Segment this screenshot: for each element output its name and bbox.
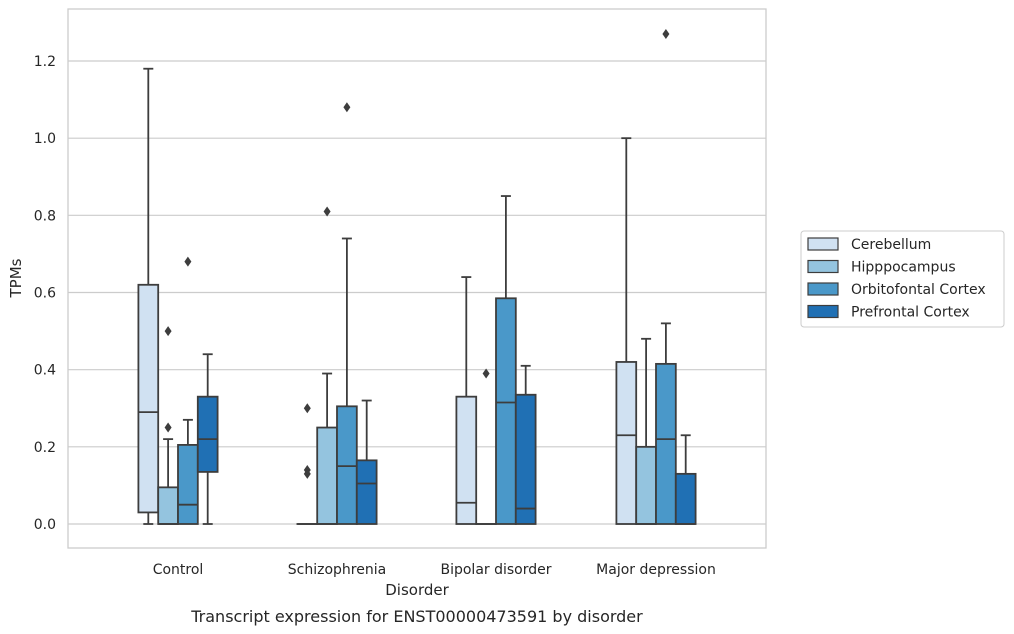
box-body <box>655 362 677 525</box>
box-body <box>157 486 179 525</box>
outlier-point <box>482 368 490 379</box>
plot-frame <box>67 8 767 549</box>
box-0-0 <box>137 67 160 525</box>
box-body <box>514 393 537 525</box>
box-body <box>674 472 697 525</box>
outlier-point <box>303 403 311 414</box>
legend-swatch <box>807 259 839 274</box>
box-0-2 <box>455 276 478 525</box>
legend-swatch <box>807 304 839 319</box>
box-body <box>137 283 160 514</box>
y-tick-labels: 0.0 0.2 0.4 0.6 0.8 1.0 1.2 <box>34 54 56 533</box>
x-axis-label: Disorder <box>385 581 449 599</box>
y-tick-label: 0.4 <box>34 363 56 379</box>
y-tick-label: 0.0 <box>34 517 56 533</box>
box-body <box>336 405 358 525</box>
legend-swatch <box>807 237 839 251</box>
box-body <box>635 445 657 525</box>
y-tick-label: 1.0 <box>34 131 56 147</box>
y-tick-label: 0.6 <box>34 286 56 302</box>
box-body <box>316 426 338 525</box>
legend-label: Hipppocampus <box>851 260 956 276</box>
box-3-2 <box>514 364 537 525</box>
legend-frame <box>800 230 1005 328</box>
legend: Cerebellum Hipppocampus Orbitofontal Corte… <box>800 230 1005 328</box>
x-tick-label: Bipolar disorder <box>440 562 551 578</box>
legend-label: Prefrontal Cortex <box>851 305 970 321</box>
outlier-point <box>343 102 351 113</box>
box-1-0 <box>157 326 179 525</box>
outlier-point <box>323 206 331 217</box>
chart-caption: Transcript expression for ENST0000047359… <box>190 607 643 626</box>
boxes <box>137 28 697 525</box>
x-tick-label: Major depression <box>596 562 716 578</box>
box-body <box>196 395 219 473</box>
box-body <box>177 444 199 525</box>
x-tick-label: Control <box>153 562 204 578</box>
box-body <box>355 459 378 525</box>
box-1-3 <box>635 337 657 525</box>
box-0-3 <box>615 137 638 525</box>
outlier-point <box>662 28 670 39</box>
box-body <box>615 361 638 525</box>
y-tick-label: 0.2 <box>34 440 56 456</box>
box-3-3 <box>674 434 697 525</box>
box-3-1 <box>355 399 378 525</box>
box-1-1 <box>316 206 338 525</box>
outlier-point <box>164 422 172 433</box>
outlier-point <box>184 256 192 267</box>
box-2-3 <box>655 28 677 525</box>
box-2-1 <box>336 102 358 525</box>
x-tick-labels: Control Schizophrenia Bipolar disorder Majo… <box>153 562 716 578</box>
box-2-2 <box>495 195 517 525</box>
legend-label: Cerebellum <box>851 237 931 253</box>
outlier-point <box>164 326 172 337</box>
box-0-1 <box>296 403 319 525</box>
x-tick-label: Schizophrenia <box>288 562 386 578</box>
legend-swatch <box>807 282 839 296</box>
y-axis-label: TPMs <box>7 258 25 298</box>
box-body <box>495 297 517 525</box>
box-3-0 <box>196 353 219 525</box>
y-tick-label: 1.2 <box>34 54 56 70</box>
outlier-point <box>303 468 311 479</box>
y-tick-label: 0.8 <box>34 208 56 224</box>
box-2-0 <box>177 256 199 525</box>
legend-label: Orbitofontal Cortex <box>851 282 986 298</box>
box-body <box>455 395 478 525</box>
